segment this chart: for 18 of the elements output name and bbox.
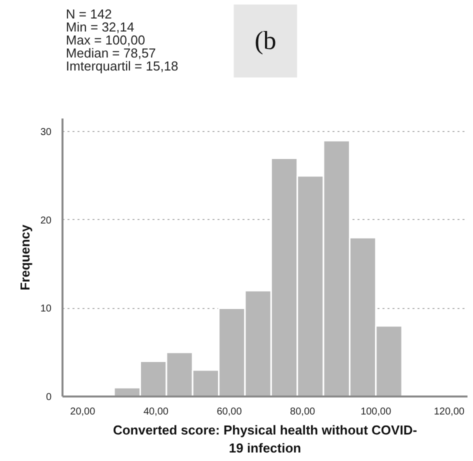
text: Imterquartil = 15,18 xyxy=(66,58,178,74)
x-tick-label: 80,00 xyxy=(290,406,316,418)
x-tick-label: 100,00 xyxy=(360,406,392,418)
y-tick-label: 10 xyxy=(40,304,52,315)
x-tick-label: 40,00 xyxy=(143,406,169,418)
text: Min = 32,14 xyxy=(66,20,134,34)
y-tick-label: 20 xyxy=(40,215,52,226)
x-axis-title: Converted score: Physical health without COVID- 19 infection xyxy=(112,422,418,456)
text: Median = 78,57 xyxy=(66,46,156,60)
y-tick-label: 0 xyxy=(46,392,52,403)
x-tick-label: 120,00 xyxy=(434,406,465,418)
text: Max = 100,00 xyxy=(66,32,146,48)
x-tick-label: 20,00 xyxy=(70,406,96,418)
y-axis-title: Frequency xyxy=(17,224,32,290)
x-tick-label: 60,00 xyxy=(216,406,242,418)
y-tick-label: 30 xyxy=(40,127,52,138)
text: N = 142 xyxy=(66,6,112,22)
chart-title: (b xyxy=(254,26,276,55)
